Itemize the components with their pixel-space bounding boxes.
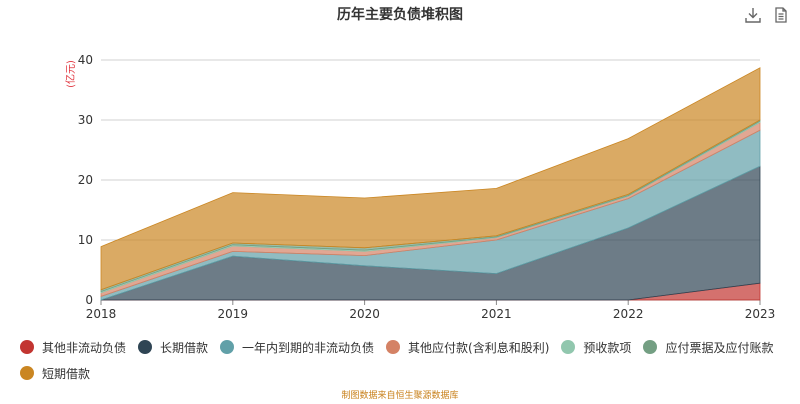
legend-marker <box>643 340 658 354</box>
legend-marker <box>220 340 235 354</box>
legend-label: 预收款项 <box>583 340 632 355</box>
legend-item[interactable]: 短期借款 <box>20 364 90 382</box>
legend-label: 其他非流动负债 <box>42 340 127 355</box>
x-tick-label: 2023 <box>745 307 776 321</box>
y-tick-label: 10 <box>78 233 93 247</box>
y-tick-label: 30 <box>78 113 93 127</box>
legend-item[interactable]: 应付票据及应付账款 <box>643 338 773 356</box>
download-icon[interactable] <box>744 6 762 24</box>
legend-item[interactable]: 预收款项 <box>561 338 631 356</box>
x-tick-label: 2022 <box>613 307 644 321</box>
x-tick-label: 2021 <box>481 307 512 321</box>
legend-label: 长期借款 <box>160 340 209 355</box>
chart-legend: 其他非流动负债 长期借款 一年内到期的非流动负债 其他应付款(含利息和股利) 预收款项 应… <box>20 338 790 382</box>
legend-label: 一年内到期的非流动负债 <box>242 340 375 355</box>
legend-marker <box>138 340 153 354</box>
x-tick-label: 2018 <box>86 307 117 321</box>
legend-marker <box>20 340 34 354</box>
legend-item[interactable]: 其他非流动负债 <box>20 338 126 356</box>
legend-item[interactable]: 一年内到期的非流动负债 <box>220 338 374 356</box>
legend-marker <box>386 340 401 354</box>
y-tick-label: 20 <box>78 173 93 187</box>
legend-marker <box>20 366 34 380</box>
x-tick-label: 2019 <box>218 307 249 321</box>
legend-label: 其他应付款(含利息和股利) <box>408 340 550 355</box>
chart-title: 历年主要负债堆积图 <box>337 7 463 23</box>
area-短期借款 <box>100 67 761 291</box>
legend-label: 短期借款 <box>42 366 91 381</box>
chart-toolbar <box>744 6 790 24</box>
y-axis-unit: (亿元) <box>64 60 77 88</box>
y-tick-label: 40 <box>78 53 93 67</box>
document-icon[interactable] <box>772 6 790 24</box>
legend-label: 应付票据及应付账款 <box>665 340 774 355</box>
y-tick-label: 0 <box>85 293 93 307</box>
legend-item[interactable]: 长期借款 <box>138 338 208 356</box>
legend-item[interactable]: 其他应付款(含利息和股利) <box>386 338 549 356</box>
source-note: 制图数据来自恒生聚源数据库 <box>341 391 459 401</box>
x-tick-label: 2020 <box>349 307 380 321</box>
legend-marker <box>561 340 576 354</box>
